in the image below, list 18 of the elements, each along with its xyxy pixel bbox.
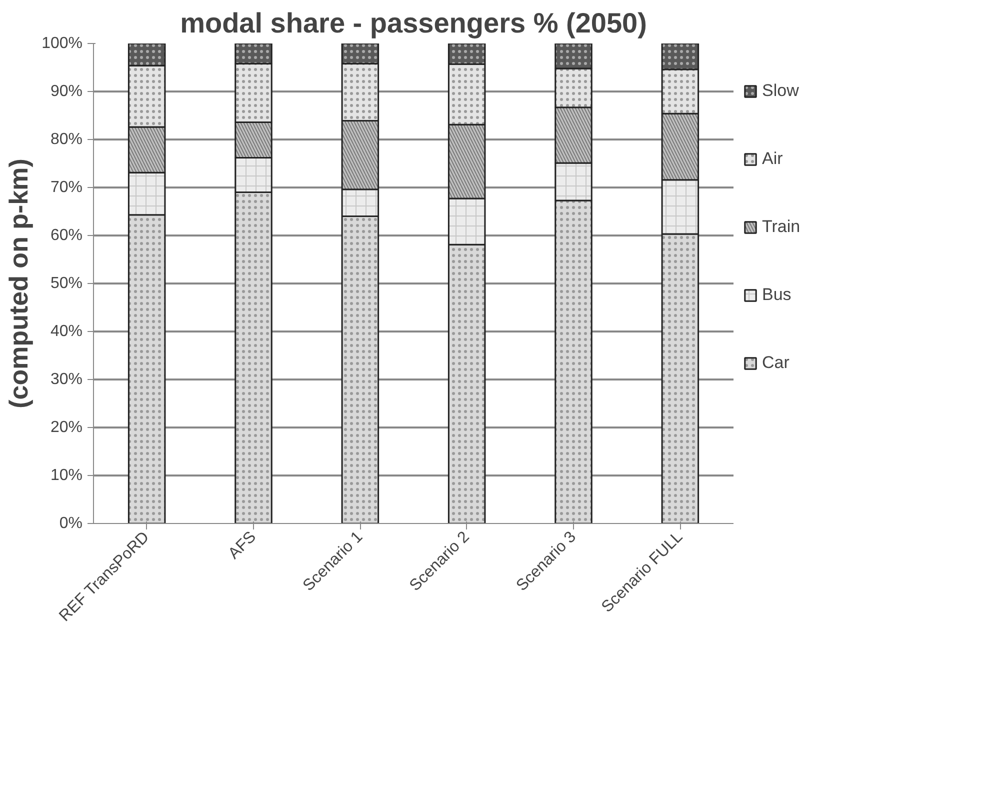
y-axis-title: (computed on p-km) bbox=[4, 158, 34, 408]
y-tick-label: 60% bbox=[50, 227, 83, 244]
y-tick-label: 90% bbox=[50, 83, 83, 100]
y-tick-label: 0% bbox=[59, 515, 82, 532]
legend-label: Car bbox=[762, 353, 790, 373]
legend-label: Slow bbox=[762, 81, 799, 101]
y-tick-label: 50% bbox=[50, 275, 83, 292]
y-tick-label: 30% bbox=[50, 371, 83, 388]
legend-label: Train bbox=[762, 217, 800, 237]
y-tick-label: 10% bbox=[50, 467, 83, 484]
legend-label: Air bbox=[762, 149, 783, 169]
y-tick-label: 40% bbox=[50, 323, 83, 340]
legend-label: Bus bbox=[762, 285, 792, 305]
y-tick-label: 80% bbox=[50, 131, 83, 148]
chart-title: modal share - passengers % (2050) bbox=[180, 8, 647, 38]
y-tick-label: 100% bbox=[42, 35, 82, 52]
y-tick-label: 70% bbox=[50, 179, 83, 196]
y-tick-label: 20% bbox=[50, 419, 83, 436]
